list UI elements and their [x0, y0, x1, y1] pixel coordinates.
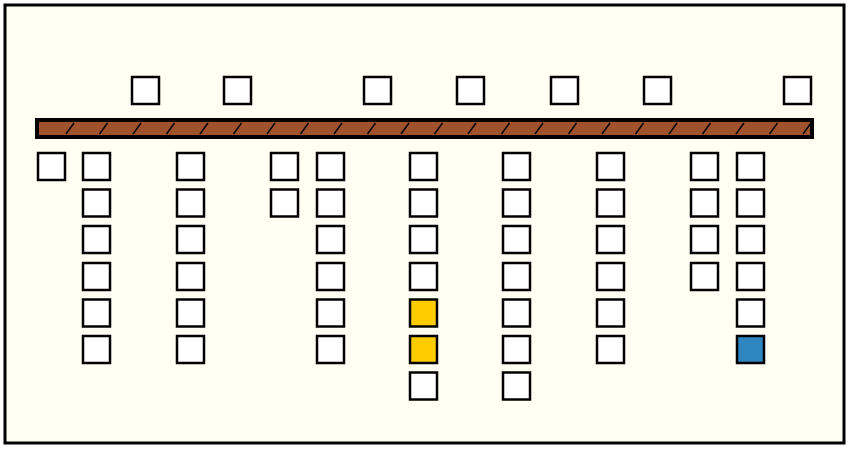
cell[interactable]: [408, 261, 439, 292]
beam-divider: [467, 122, 477, 135]
cell[interactable]: [595, 261, 626, 292]
cell[interactable]: [501, 261, 532, 292]
beam-divider: [132, 122, 142, 135]
beam-divider: [199, 122, 209, 135]
beam-divider: [802, 122, 812, 135]
beam-divider: [634, 122, 645, 135]
cell[interactable]: [81, 224, 112, 255]
cell[interactable]: [408, 371, 439, 401]
cell[interactable]: [408, 224, 439, 255]
beam-divider: [433, 122, 444, 135]
beam-divider: [500, 122, 511, 135]
beam-divider: [534, 122, 544, 135]
cell[interactable]: [175, 334, 206, 365]
beam-divider: [601, 122, 611, 135]
cell[interactable]: [315, 334, 346, 365]
cell[interactable]: [269, 151, 300, 182]
beam-divider: [735, 122, 745, 135]
cell[interactable]: [81, 334, 112, 365]
cell[interactable]: [81, 188, 112, 218]
cell[interactable]: [315, 188, 346, 218]
cell[interactable]: [315, 224, 346, 255]
beam-divider: [668, 122, 678, 135]
cell[interactable]: [501, 224, 532, 255]
cell[interactable]: [595, 188, 626, 218]
cell[interactable]: [408, 334, 439, 365]
beam-divider: [567, 122, 578, 135]
top-cell[interactable]: [222, 75, 253, 106]
cell[interactable]: [595, 334, 626, 365]
top-cell[interactable]: [549, 75, 580, 106]
top-cell[interactable]: [782, 75, 813, 106]
cell[interactable]: [595, 298, 626, 328]
cell[interactable]: [735, 188, 766, 218]
cell[interactable]: [689, 224, 720, 255]
cell[interactable]: [175, 188, 206, 218]
top-cell[interactable]: [130, 75, 161, 106]
beam-divider: [65, 122, 75, 135]
beam-divider: [333, 122, 343, 135]
cell[interactable]: [315, 261, 346, 292]
beam-divider: [98, 122, 109, 135]
beam-divider: [299, 122, 310, 135]
beam-divider: [165, 122, 176, 135]
cell[interactable]: [36, 151, 67, 182]
beam-divider: [266, 122, 276, 135]
cell[interactable]: [735, 261, 766, 292]
cell[interactable]: [595, 224, 626, 255]
cell[interactable]: [81, 151, 112, 182]
beam-divider: [400, 122, 410, 135]
cell[interactable]: [175, 224, 206, 255]
cell[interactable]: [735, 298, 766, 328]
cell[interactable]: [269, 188, 300, 218]
cell[interactable]: [501, 298, 532, 328]
top-cell[interactable]: [642, 75, 673, 106]
cell[interactable]: [501, 188, 532, 218]
beam: [35, 118, 814, 139]
cell[interactable]: [175, 261, 206, 292]
cell[interactable]: [735, 334, 766, 365]
cell[interactable]: [81, 298, 112, 328]
cell[interactable]: [735, 151, 766, 182]
cell[interactable]: [501, 334, 532, 365]
cell[interactable]: [595, 151, 626, 182]
beam-divider: [701, 122, 712, 135]
cell[interactable]: [689, 261, 720, 292]
cell[interactable]: [689, 151, 720, 182]
cell[interactable]: [501, 371, 532, 401]
top-cell[interactable]: [362, 75, 393, 106]
cell[interactable]: [315, 151, 346, 182]
cell[interactable]: [735, 224, 766, 255]
cell[interactable]: [175, 151, 206, 182]
cell[interactable]: [175, 298, 206, 328]
cell[interactable]: [408, 188, 439, 218]
cell[interactable]: [315, 298, 346, 328]
cell[interactable]: [408, 151, 439, 182]
cell[interactable]: [689, 188, 720, 218]
cell[interactable]: [408, 298, 439, 328]
beam-divider: [768, 122, 779, 135]
beam-divider: [232, 122, 243, 135]
cell[interactable]: [501, 151, 532, 182]
cell[interactable]: [81, 261, 112, 292]
beam-divider: [366, 122, 377, 135]
top-cell[interactable]: [455, 75, 486, 106]
